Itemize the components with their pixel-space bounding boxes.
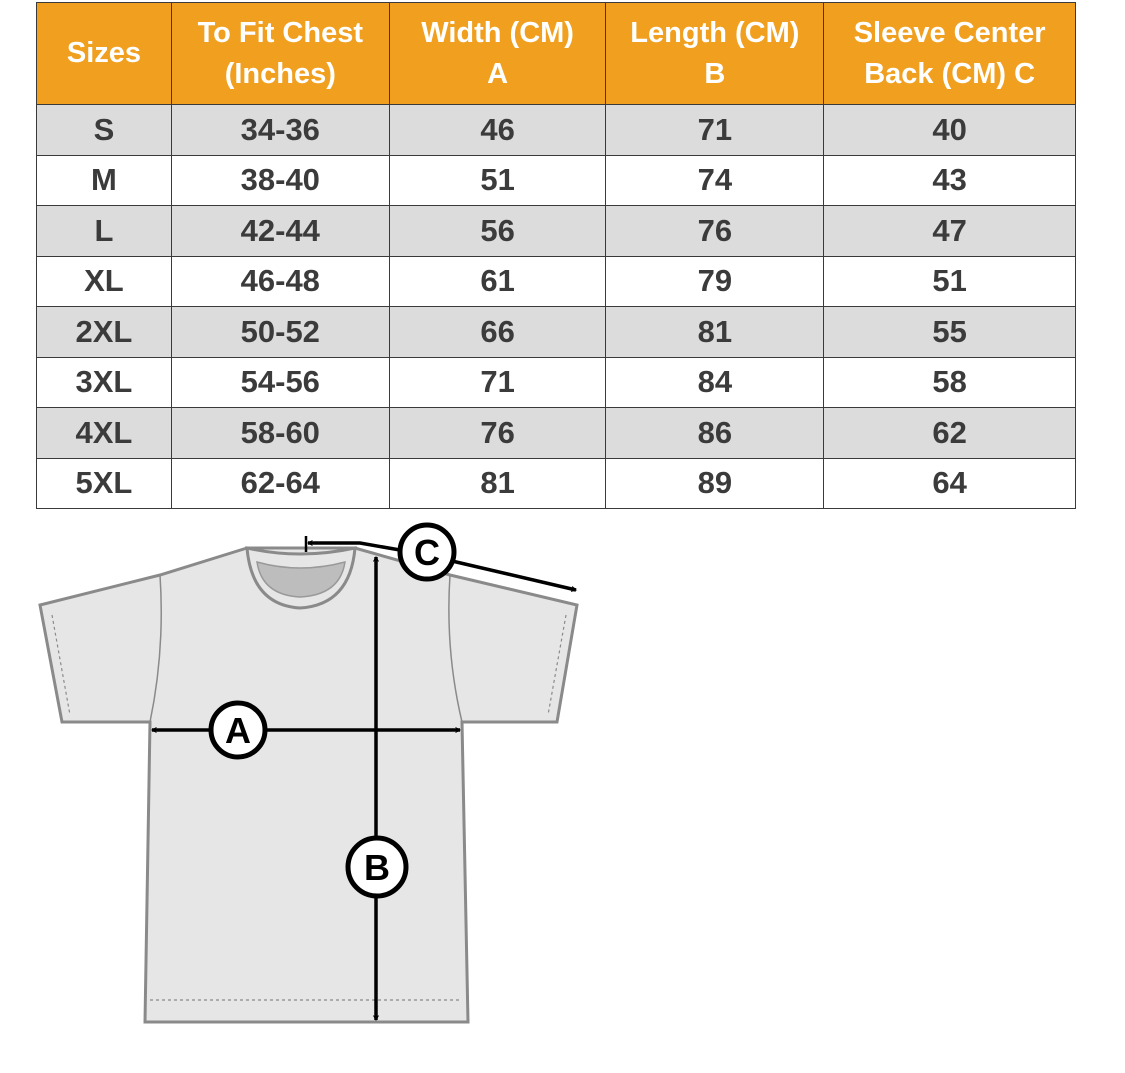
table-row: 2XL 50-52 66 81 55 xyxy=(36,306,1076,358)
cell-size: L xyxy=(36,205,172,257)
header-line: A xyxy=(487,57,509,90)
arrow-c-right xyxy=(451,559,576,590)
cell-chest: 42-44 xyxy=(170,205,390,257)
cell-chest: 46-48 xyxy=(170,255,390,307)
header-line: Sizes xyxy=(66,37,142,69)
cell-chest: 54-56 xyxy=(170,356,390,408)
table-row: 3XL 54-56 71 84 58 xyxy=(36,356,1076,408)
tshirt-outline xyxy=(38,546,579,1024)
cell-chest: 50-52 xyxy=(170,306,390,358)
cell-size: M xyxy=(36,154,172,206)
cell-size: S xyxy=(36,104,172,156)
header-width: Width (CM) A xyxy=(388,2,607,105)
header-line: Back (CM) C xyxy=(864,57,1036,90)
cell-size: 5XL xyxy=(36,457,172,509)
cell-length: 71 xyxy=(605,104,825,156)
cell-length: 89 xyxy=(605,457,825,509)
label-b-circle xyxy=(345,835,409,899)
cell-sleeve: 62 xyxy=(823,407,1076,459)
label-a-circle xyxy=(208,700,268,760)
header-sizes: Sizes xyxy=(36,2,172,105)
cell-chest: 62-64 xyxy=(170,457,390,509)
header-line: Sleeve Center xyxy=(853,16,1046,49)
cell-sleeve: 43 xyxy=(823,154,1076,206)
cell-sleeve: 47 xyxy=(823,205,1076,257)
header-length: Length (CM) B xyxy=(605,2,825,105)
cell-width: 76 xyxy=(388,407,607,459)
size-chart-table: Sizes To Fit Chest (Inches) Width (CM) A L… xyxy=(36,2,1076,509)
cell-width: 56 xyxy=(388,205,607,257)
cell-chest: 38-40 xyxy=(170,154,390,206)
measure-a: A xyxy=(152,700,460,760)
table-row: L 42-44 56 76 47 xyxy=(36,205,1076,257)
cell-size: 4XL xyxy=(36,407,172,459)
cell-width: 61 xyxy=(388,255,607,307)
cell-chest: 58-60 xyxy=(170,407,390,459)
measure-c: C xyxy=(304,522,576,590)
header-line: B xyxy=(704,57,726,90)
table-row: 4XL 58-60 76 86 62 xyxy=(36,407,1076,459)
header-line: (Inches) xyxy=(224,57,336,90)
cell-size: XL xyxy=(36,255,172,307)
table-row: S 34-36 46 71 40 xyxy=(36,104,1076,156)
arrow-c-left xyxy=(308,543,401,552)
header-line: Length (CM) xyxy=(630,16,800,49)
header-sleeve: Sleeve Center Back (CM) C xyxy=(823,2,1076,105)
cell-length: 76 xyxy=(605,205,825,257)
cell-length: 81 xyxy=(605,306,825,358)
header-line: Width (CM) xyxy=(421,16,574,49)
label-c: C xyxy=(414,532,440,573)
cell-length: 86 xyxy=(605,407,825,459)
cell-width: 51 xyxy=(388,154,607,206)
label-a: A xyxy=(225,710,251,751)
cell-width: 66 xyxy=(388,306,607,358)
cell-length: 74 xyxy=(605,154,825,206)
cell-sleeve: 55 xyxy=(823,306,1076,358)
header-row: Sizes To Fit Chest (Inches) Width (CM) A L… xyxy=(36,2,1076,105)
label-b: B xyxy=(364,847,390,888)
table-row: M 38-40 51 74 43 xyxy=(36,154,1076,206)
cell-width: 81 xyxy=(388,457,607,509)
cell-sleeve: 51 xyxy=(823,255,1076,307)
cell-size: 2XL xyxy=(36,306,172,358)
cell-sleeve: 40 xyxy=(823,104,1076,156)
header-line: To Fit Chest xyxy=(197,16,363,49)
measure-b: B xyxy=(345,557,409,1020)
table-row: 5XL 62-64 81 89 64 xyxy=(36,457,1076,509)
table-row: XL 46-48 61 79 51 xyxy=(36,255,1076,307)
header-chest: To Fit Chest (Inches) xyxy=(170,2,390,105)
cell-length: 84 xyxy=(605,356,825,408)
cell-chest: 34-36 xyxy=(170,104,390,156)
cell-size: 3XL xyxy=(36,356,172,408)
cell-sleeve: 64 xyxy=(823,457,1076,509)
label-c-circle xyxy=(397,522,457,582)
cell-sleeve: 58 xyxy=(823,356,1076,408)
cell-width: 71 xyxy=(388,356,607,408)
